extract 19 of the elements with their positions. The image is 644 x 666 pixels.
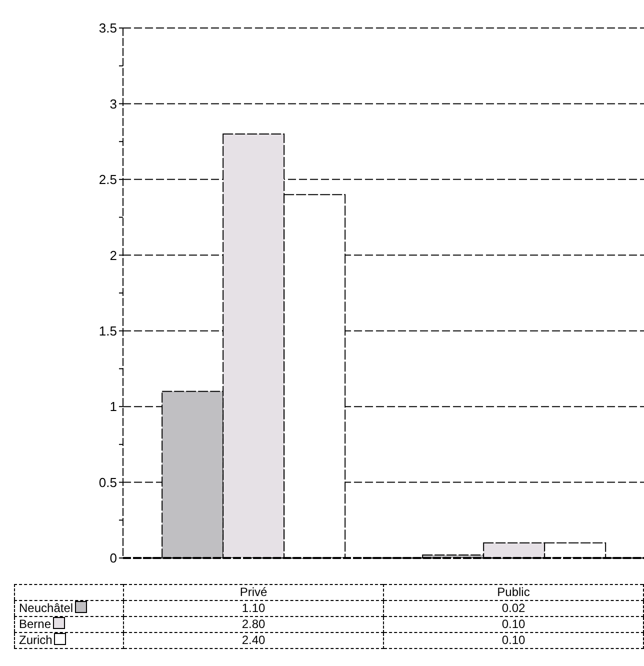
legend-label: Neuchâtel xyxy=(19,601,74,615)
y-tick-label: 3 xyxy=(110,96,117,112)
legend-label: Zurich xyxy=(19,633,52,647)
data-label: 0.02 xyxy=(384,600,644,616)
y-tick-label: 2 xyxy=(110,248,117,263)
data-label: 0.10 xyxy=(384,632,644,648)
y-tick-label: 0.5 xyxy=(98,474,117,490)
data-label: 2.40 xyxy=(124,632,384,648)
y-tick-label: 0 xyxy=(110,550,117,566)
y-tick-label: 1 xyxy=(110,399,117,414)
x-tick-label: Privé xyxy=(124,584,384,600)
y-tick-label: 2.5 xyxy=(98,172,117,188)
x-tick-label: Public xyxy=(384,584,644,600)
legend-label: Berne xyxy=(19,617,52,631)
data-label: 0.10 xyxy=(384,616,644,632)
data-label: 2.80 xyxy=(124,616,384,632)
data-label: 1.10 xyxy=(124,600,384,616)
y-tick-label: 3.5 xyxy=(98,20,117,36)
y-tick-label: 1.5 xyxy=(98,323,117,338)
